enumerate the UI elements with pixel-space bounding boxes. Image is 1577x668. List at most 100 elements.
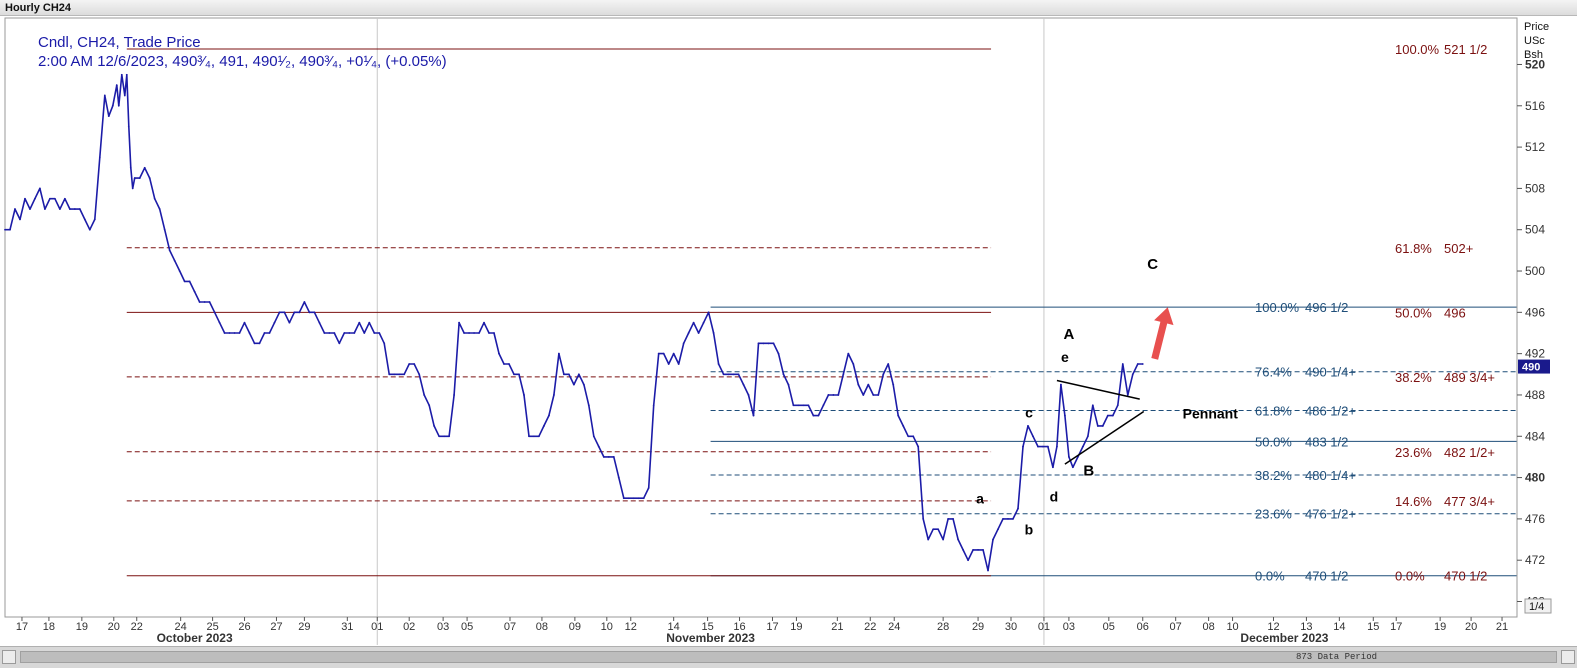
fib_lines_blue-pct-label: 0.0% [1255, 569, 1285, 584]
price-point [737, 373, 740, 376]
price-point [827, 394, 830, 396]
price-point [1017, 507, 1019, 510]
price-point [1007, 517, 1009, 520]
price-point [962, 548, 964, 551]
price-point [138, 177, 141, 179]
x-tick-label: 05 [1103, 621, 1115, 633]
price-point [927, 538, 930, 541]
price-unit-label-1: Price [1524, 21, 1549, 33]
scroll-left-button[interactable] [2, 650, 16, 664]
price-point [967, 559, 969, 562]
price-point [9, 228, 11, 231]
x-tick-label: 02 [403, 621, 415, 633]
price-point [812, 414, 815, 417]
price-point [1032, 435, 1034, 438]
horizontal-scrollbar[interactable]: 873 Data Period [0, 646, 1577, 668]
x-tick-label: 17 [766, 621, 778, 633]
price-point [1121, 363, 1124, 365]
price-point [125, 73, 128, 76]
price-point [288, 321, 291, 324]
x-tick-label: 03 [1063, 621, 1075, 633]
price-chart[interactable]: 100.0% 496 1/276.4% 490 1/4+61.8% 486 1/2+5… [0, 16, 1577, 646]
price-point [622, 497, 625, 500]
price-point [717, 363, 720, 365]
x-tick-label: 08 [1202, 621, 1214, 633]
fib_lines_red-price-label: 470 1/2 [1444, 569, 1487, 584]
plot-area [4, 17, 1518, 618]
price-point [328, 332, 331, 334]
price-point [238, 332, 241, 334]
price-point [473, 332, 475, 334]
price-point [131, 187, 134, 190]
price-point [158, 208, 161, 210]
window-title: Hourly CH24 [5, 2, 72, 14]
x-tick-label: 25 [206, 621, 218, 633]
price-point [518, 373, 520, 376]
x-tick-label: 07 [504, 621, 516, 633]
price-point [129, 166, 132, 169]
fib_lines_red-pct-label: 0.0% [1395, 569, 1425, 584]
price-point [837, 394, 840, 396]
month-label: December 2023 [1240, 631, 1328, 645]
fib_lines_blue-price-label: 470 1/2 [1305, 569, 1348, 584]
price-point [438, 435, 441, 438]
scroll-right-button[interactable] [1561, 650, 1575, 664]
price-point [111, 104, 114, 107]
wave-label: c [1025, 405, 1033, 421]
fib_lines_red-pct-label: 23.6% [1395, 445, 1432, 460]
month-label: October 2023 [157, 631, 233, 645]
price-point [907, 435, 910, 438]
price-point [602, 456, 605, 458]
fib_lines_red-price-label: 489 3/4+ [1444, 370, 1495, 385]
fib_lines_red-pct-label: 100.0% [1395, 42, 1440, 57]
price-point [1042, 445, 1044, 448]
x-tick-label: 17 [1390, 621, 1402, 633]
price-point [348, 332, 351, 334]
price-point [543, 425, 545, 427]
price-point [782, 373, 785, 376]
price-point [233, 332, 236, 334]
scroll-thumb[interactable] [20, 651, 1557, 663]
price-point [952, 517, 955, 520]
price-point [752, 414, 755, 417]
price-point [413, 363, 416, 365]
price-point [1056, 445, 1058, 448]
price-point [117, 104, 120, 107]
fib_lines_red-price-label: 502+ [1444, 241, 1473, 256]
fib_lines_red-price-label: 521 1/2 [1444, 42, 1487, 57]
price-point [902, 425, 905, 427]
y-tick-label: 500 [1525, 264, 1545, 278]
wave-label: A [1063, 326, 1074, 343]
price-point [997, 528, 999, 531]
price-point [103, 94, 106, 97]
price-point [523, 394, 525, 396]
price-point [957, 538, 960, 541]
fib_lines_red-pct-label: 14.6% [1395, 494, 1432, 509]
price-point [607, 456, 610, 458]
price-point [19, 218, 21, 221]
price-point [892, 383, 895, 386]
price-point [208, 301, 211, 303]
price-point [283, 311, 286, 314]
y-tick-label: 488 [1525, 388, 1545, 402]
price-point [617, 476, 620, 479]
price-point [942, 538, 945, 541]
price-point [982, 548, 984, 551]
price-point [632, 497, 635, 500]
fib_lines_red-price-label: 477 3/4+ [1444, 494, 1495, 509]
price-point [178, 270, 181, 272]
wave-label: C [1147, 256, 1158, 273]
x-tick-label: 10 [601, 621, 613, 633]
price-point [168, 249, 171, 252]
x-tick-label: 24 [175, 621, 187, 633]
x-tick-label: 14 [1333, 621, 1345, 633]
price-point [1047, 445, 1049, 448]
price-point [1131, 373, 1134, 376]
price-point [922, 517, 925, 520]
data-period-text: 873 Data Period [1296, 652, 1378, 662]
y-tick-label: 492 [1525, 347, 1545, 361]
price-point [448, 435, 451, 438]
x-tick-label: 22 [864, 621, 876, 633]
price-point [832, 394, 835, 396]
price-point [258, 342, 261, 345]
